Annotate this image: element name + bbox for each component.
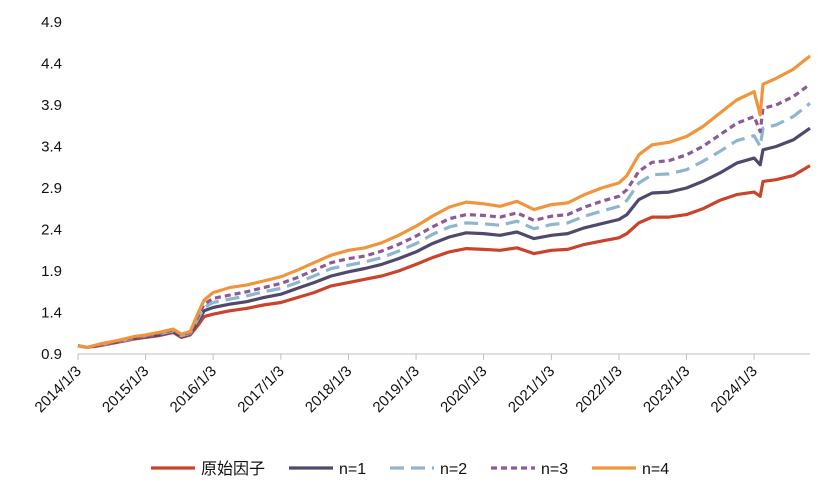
x-axis: 2014/1/3 2015/1/3 2016/1/3 2017/1/3 2018/1/3… xyxy=(32,353,810,416)
x-tick-label: 2020/1/3 xyxy=(437,363,490,416)
series-line-n4 xyxy=(77,54,811,349)
legend-label: n=1 xyxy=(339,461,366,478)
legend-label: n=3 xyxy=(541,461,568,478)
x-tick-label: 2015/1/3 xyxy=(99,363,152,416)
legend-label: n=2 xyxy=(440,461,467,478)
y-tick-label: 3.9 xyxy=(41,97,62,114)
x-tick-label: 2023/1/3 xyxy=(640,363,693,416)
y-axis: 0.9 1.4 1.9 2.4 2.9 3.4 3.9 4.4 4.9 xyxy=(41,14,62,363)
y-tick-label: 2.9 xyxy=(41,180,62,197)
series-line-n2 xyxy=(77,102,811,349)
y-tick-label: 4.9 xyxy=(41,14,62,31)
legend-item: n=2 xyxy=(390,461,467,478)
series-line-n3 xyxy=(77,82,811,349)
y-tick-label: 3.4 xyxy=(41,139,62,156)
legend-item: n=4 xyxy=(592,461,669,478)
x-tick-label: 2024/1/3 xyxy=(708,363,761,416)
y-tick-label: 0.9 xyxy=(41,346,62,363)
x-tick-label: 2017/1/3 xyxy=(234,363,287,416)
series-layer xyxy=(77,54,811,349)
x-tick-label: 2019/1/3 xyxy=(370,363,423,416)
x-tick-label: 2022/1/3 xyxy=(572,363,625,416)
y-tick-label: 1.4 xyxy=(41,305,62,322)
y-tick-label: 2.4 xyxy=(41,222,62,239)
legend-label: n=4 xyxy=(642,461,669,478)
x-tick-label: 2014/1/3 xyxy=(32,363,85,416)
legend-label: 原始因子 xyxy=(201,460,265,478)
series-line-original-factor xyxy=(77,164,811,349)
x-tick-label: 2016/1/3 xyxy=(167,363,220,416)
legend-item: n=1 xyxy=(289,461,366,478)
legend: 原始因子 n=1 n=2 n=3 n=4 xyxy=(151,460,669,478)
x-tick-label: 2021/1/3 xyxy=(505,363,558,416)
legend-item: n=3 xyxy=(491,461,568,478)
legend-item: 原始因子 xyxy=(151,460,265,478)
y-tick-label: 1.9 xyxy=(41,263,62,280)
x-tick-label: 2018/1/3 xyxy=(302,363,355,416)
y-tick-label: 4.4 xyxy=(41,56,62,73)
